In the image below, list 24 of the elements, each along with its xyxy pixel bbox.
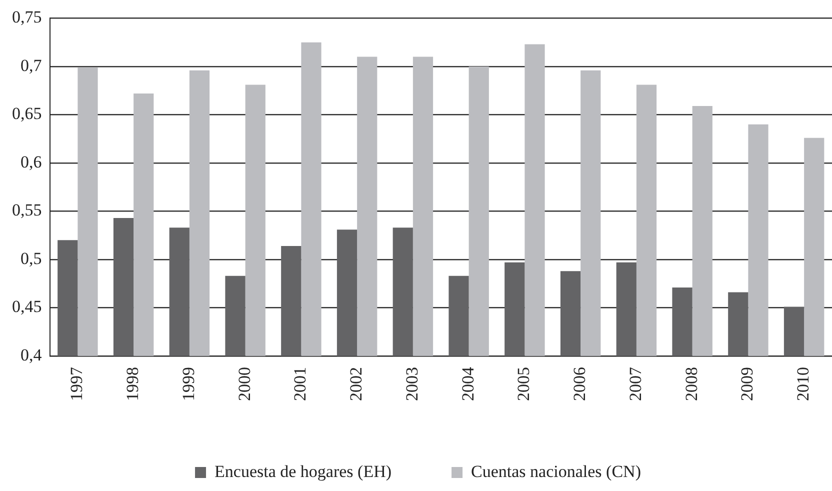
y-tick-label: 0,7 <box>20 56 42 75</box>
x-tick-label: 2009 <box>738 367 757 401</box>
y-tick-label: 0,5 <box>20 248 42 268</box>
x-tick-label: 2010 <box>794 367 813 401</box>
legend-label: Cuentas nacionales (CN) <box>471 462 641 481</box>
y-tick-label: 0,65 <box>12 104 42 124</box>
x-tick-label: 2008 <box>682 367 701 401</box>
x-tick-label: 2001 <box>290 367 310 401</box>
x-tick-label: 1997 <box>67 366 86 401</box>
y-tick-label: 0,6 <box>20 152 42 172</box>
x-tick-label: 2003 <box>402 367 422 401</box>
y-tick-label: 0,75 <box>12 8 42 27</box>
x-tick-label: 1998 <box>123 367 142 401</box>
x-tick-label: 2000 <box>234 367 254 401</box>
x-tick-label: 2004 <box>458 366 478 401</box>
x-tick-label: 2006 <box>570 367 590 401</box>
x-tick-label: 2002 <box>346 367 366 401</box>
x-tick-label: 1999 <box>178 367 198 401</box>
legend-label: Encuesta de hogares (EH) <box>214 462 392 481</box>
x-tick-label: 2005 <box>514 367 534 401</box>
x-tick-label: 2007 <box>626 366 645 401</box>
y-tick-label: 0,4 <box>20 345 42 364</box>
y-tick-label: 0,55 <box>12 200 42 220</box>
y-tick-label: 0,45 <box>12 297 42 316</box>
